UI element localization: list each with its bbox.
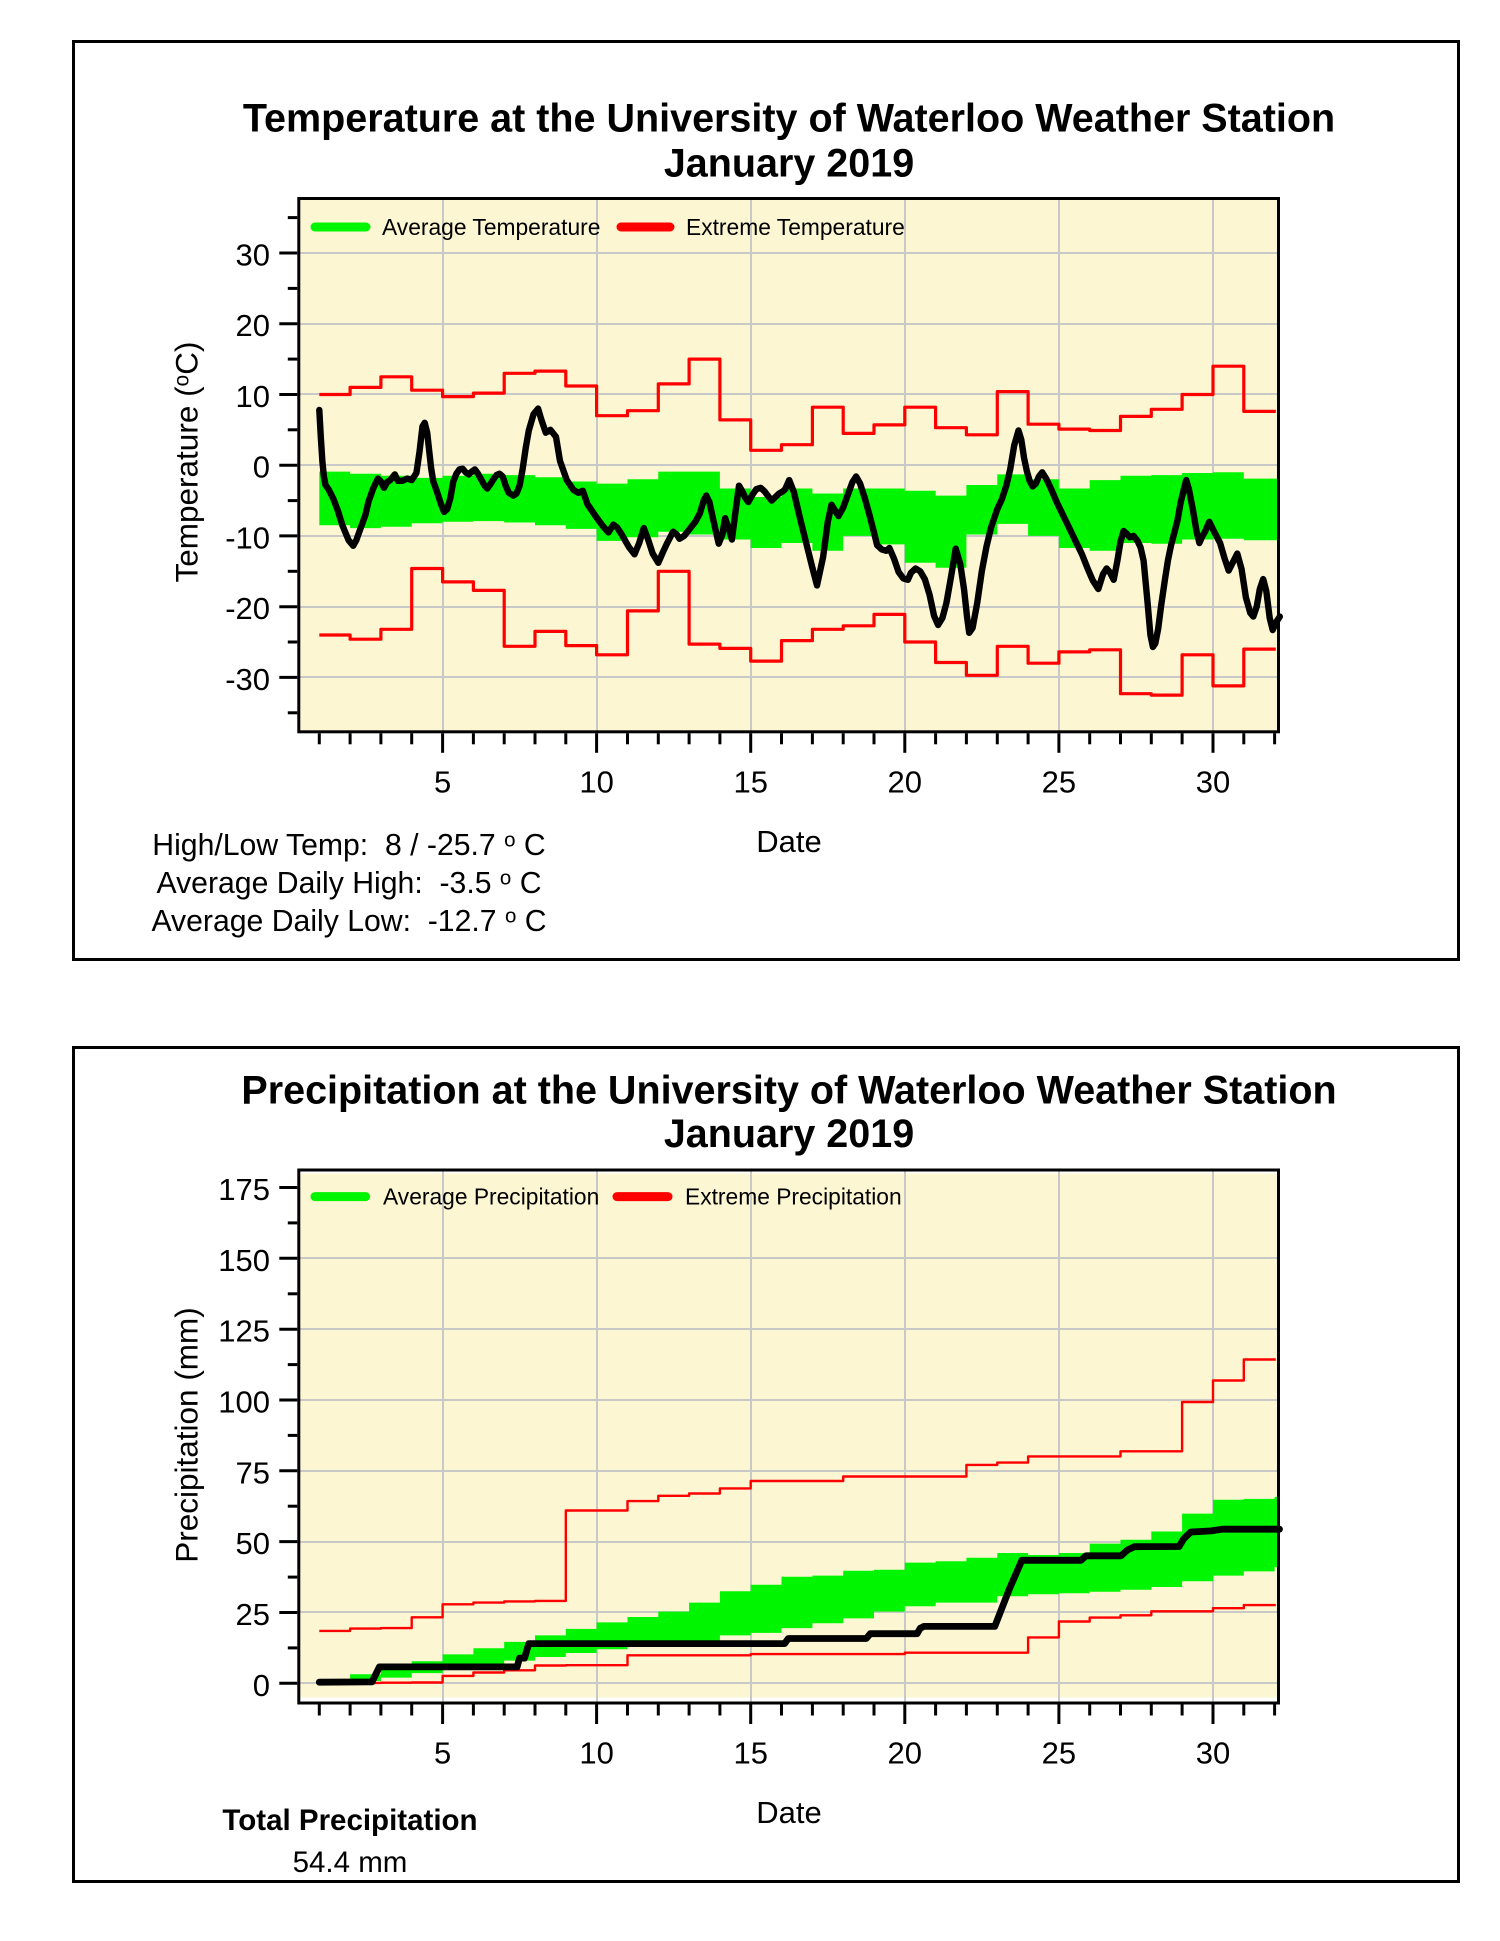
svg-text:30: 30 <box>1196 1736 1230 1771</box>
svg-text:25: 25 <box>1042 765 1076 800</box>
svg-text:5: 5 <box>434 765 451 800</box>
svg-text:Total Precipitation: Total Precipitation <box>222 1804 477 1837</box>
svg-text:January 2019: January 2019 <box>664 142 914 186</box>
svg-text:Date: Date <box>756 824 821 859</box>
svg-text:Temperature at the University: Temperature at the University of Waterlo… <box>243 97 1335 141</box>
svg-text:30: 30 <box>1196 765 1230 800</box>
svg-text:54.4 mm: 54.4 mm <box>293 1846 408 1879</box>
svg-text:Average Precipitation: Average Precipitation <box>383 1184 599 1210</box>
svg-text:High/Low Temp: 8 / -25.7 o C: High/Low Temp: 8 / -25.7 o C <box>152 829 545 863</box>
svg-text:20: 20 <box>236 308 270 343</box>
svg-text:Average Temperature: Average Temperature <box>382 214 600 240</box>
svg-text:15: 15 <box>733 1736 767 1771</box>
svg-text:175: 175 <box>218 1172 270 1207</box>
svg-text:Extreme Temperature: Extreme Temperature <box>686 214 905 240</box>
svg-text:100: 100 <box>218 1385 270 1420</box>
svg-text:30: 30 <box>236 238 270 273</box>
svg-text:15: 15 <box>733 765 767 800</box>
svg-text:Average Daily Low: -12.7 o C: Average Daily Low: -12.7 o C <box>151 905 546 939</box>
svg-text:10: 10 <box>236 379 270 414</box>
svg-text:-20: -20 <box>225 591 270 626</box>
svg-text:Precipitation (mm): Precipitation (mm) <box>169 1307 205 1563</box>
svg-text:20: 20 <box>888 1736 922 1771</box>
svg-text:0: 0 <box>253 1668 270 1703</box>
svg-text:Precipitation at the Universit: Precipitation at the University of Water… <box>241 1069 1336 1113</box>
svg-text:Date: Date <box>756 1795 821 1830</box>
svg-text:Average Daily High: -3.5 o C: Average Daily High: -3.5 o C <box>156 867 541 901</box>
svg-text:5: 5 <box>434 1736 451 1771</box>
svg-text:10: 10 <box>579 1736 613 1771</box>
svg-text:125: 125 <box>218 1314 270 1349</box>
svg-text:75: 75 <box>236 1455 270 1490</box>
svg-text:0: 0 <box>253 450 270 485</box>
svg-text:50: 50 <box>236 1526 270 1561</box>
svg-text:10: 10 <box>579 765 613 800</box>
svg-text:150: 150 <box>218 1243 270 1278</box>
svg-text:20: 20 <box>888 765 922 800</box>
svg-text:Extreme Precipitation: Extreme Precipitation <box>685 1184 902 1210</box>
svg-text:25: 25 <box>236 1597 270 1632</box>
svg-text:-30: -30 <box>225 662 270 697</box>
svg-text:January 2019: January 2019 <box>664 1112 914 1156</box>
svg-text:-10: -10 <box>225 520 270 555</box>
svg-text:25: 25 <box>1042 1736 1076 1771</box>
